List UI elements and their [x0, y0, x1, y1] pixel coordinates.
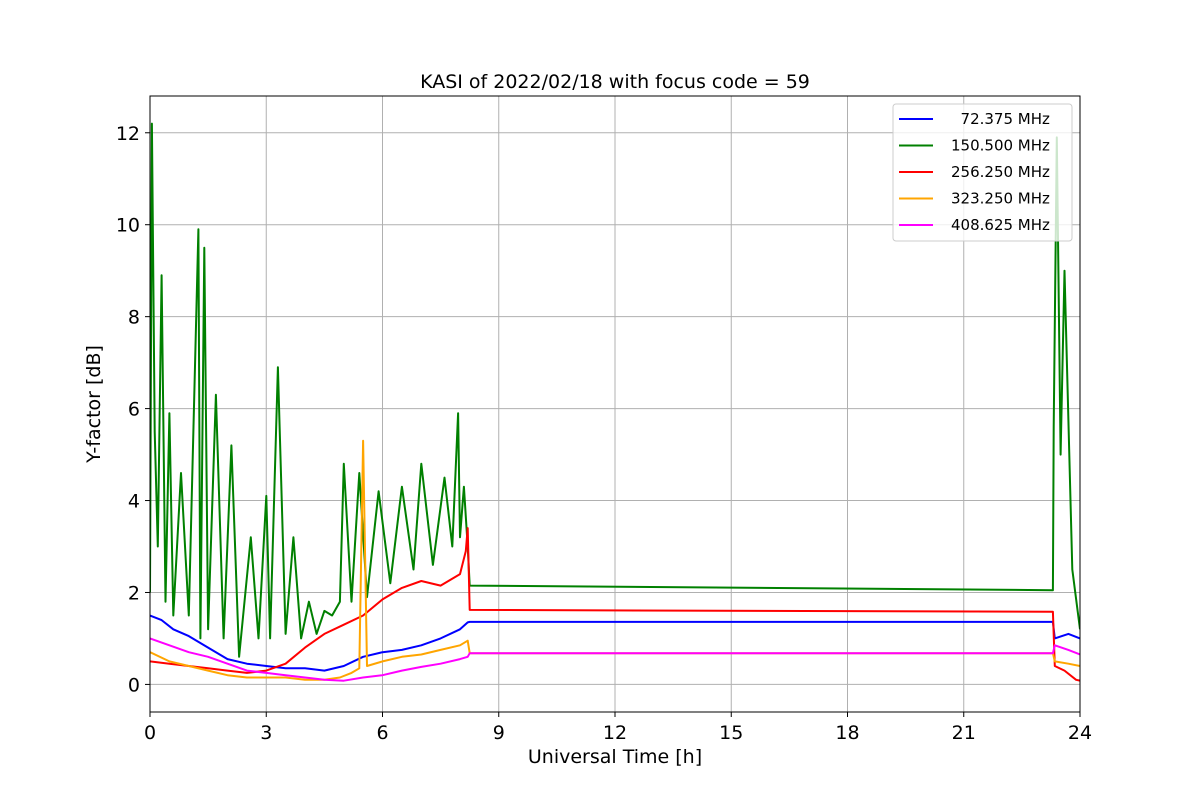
- x-axis-label: Universal Time [h]: [528, 746, 702, 768]
- legend-label-150-500-mhz: 150.500 MHz: [951, 137, 1050, 155]
- y-tick-label: 2: [128, 582, 140, 604]
- x-tick-label: 24: [1068, 722, 1092, 744]
- x-axis-ticks: 0 3 6 9 12 15 18 21 24: [144, 712, 1092, 744]
- legend-label-72-375-mhz: 72.375 MHz: [951, 110, 1050, 128]
- y-tick-label: 4: [128, 491, 140, 513]
- series-line-408-625-mhz: [150, 637, 1080, 682]
- series-line-323-250-mhz: [150, 439, 1080, 681]
- legend-label-256-250-mhz: 256.250 MHz: [951, 163, 1050, 181]
- series-line-256-250-mhz: [150, 527, 1080, 682]
- legend: 72.375 MHz 150.500 MHz 256.250 MHz 323.250 …: [892, 103, 1073, 242]
- y-axis-label: Y-factor [dB]: [83, 345, 105, 464]
- x-tick-label: 15: [719, 722, 743, 744]
- x-tick-label: 12: [603, 722, 627, 744]
- series-line-72-375-mhz: [150, 614, 1080, 672]
- y-axis-ticks: 0 2 4 6 8 10 12: [116, 123, 150, 696]
- y-tick-label: 6: [128, 399, 140, 421]
- legend-label-323-250-mhz: 323.250 MHz: [951, 190, 1050, 208]
- y-tick-label: 8: [128, 307, 140, 329]
- x-tick-label: 21: [952, 722, 976, 744]
- y-tick-label: 10: [116, 215, 140, 237]
- x-tick-label: 3: [260, 722, 272, 744]
- y-tick-label: 0: [128, 674, 140, 696]
- x-tick-label: 0: [144, 722, 156, 744]
- series-line-150-500-mhz: [150, 122, 1080, 658]
- x-tick-label: 18: [835, 722, 859, 744]
- x-tick-label: 9: [493, 722, 505, 744]
- series-layer: [150, 122, 1080, 682]
- x-tick-label: 6: [376, 722, 388, 744]
- chart-title: KASI of 2022/02/18 with focus code = 59: [420, 71, 810, 93]
- legend-box: [892, 103, 1073, 242]
- y-tick-label: 12: [116, 123, 140, 145]
- legend-label-408-625-mhz: 408.625 MHz: [951, 216, 1050, 234]
